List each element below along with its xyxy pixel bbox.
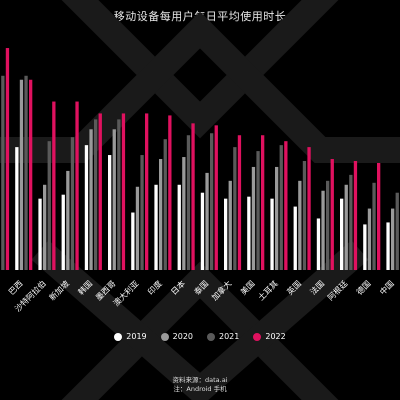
legend-item-2020: 2020	[160, 332, 193, 341]
bar-2020	[344, 184, 348, 270]
bar-2022	[52, 101, 56, 270]
bar-2020	[228, 180, 232, 270]
bar-2020	[251, 166, 256, 270]
legend-swatch-2022	[253, 332, 262, 341]
x-tick-label: 美国	[238, 278, 256, 296]
bar-2021	[279, 145, 283, 270]
bar-2019	[84, 145, 89, 270]
bar-2019	[247, 196, 251, 270]
bar-2022	[29, 79, 33, 270]
x-tick-label: 澳大利亚	[111, 278, 141, 308]
bar-2022	[353, 161, 358, 270]
bar-2021	[186, 135, 191, 270]
bar-2021	[47, 141, 51, 270]
bar-2022	[214, 125, 218, 270]
x-tick-label: 中国	[377, 278, 395, 296]
bar-2020	[135, 186, 140, 270]
bar-2021	[70, 137, 75, 270]
legend-swatch-2019	[114, 332, 123, 341]
bar-2021	[140, 155, 144, 270]
bar-2020	[298, 180, 302, 270]
bar-2021	[233, 147, 237, 270]
bar-2022	[98, 113, 102, 270]
x-tick-label: 巴西	[0, 279, 1, 297]
bar-2022	[307, 147, 311, 270]
bar-2019	[154, 184, 158, 270]
bar-2019	[200, 192, 205, 270]
legend-item-2019: 2019	[114, 332, 147, 341]
chart-legend: 2019 2020 2021 2022	[0, 332, 400, 341]
bar-2019	[108, 155, 112, 270]
legend-item-2022: 2022	[253, 332, 286, 341]
bar-2020	[367, 208, 372, 270]
bar-2022	[237, 135, 242, 270]
bar-2021	[395, 192, 399, 270]
bar-2022	[145, 113, 149, 270]
bar-2022	[261, 135, 265, 270]
source-note: 资料来源：data.ai	[172, 376, 228, 384]
bar-2021	[117, 119, 121, 270]
bar-2021	[1, 75, 5, 270]
bar-2020	[391, 208, 395, 270]
bar-2022	[191, 123, 195, 270]
bar-2021	[302, 161, 307, 270]
bar-2019	[131, 212, 135, 270]
bar-2021	[24, 75, 28, 270]
bar-2021	[372, 182, 376, 270]
legend-label: 2019	[126, 332, 147, 341]
bar-2019	[61, 194, 65, 270]
bar-2019	[340, 198, 344, 270]
bar-2020	[112, 129, 116, 270]
bar-2019	[293, 206, 297, 270]
bar-2021	[349, 174, 353, 270]
bar-2022	[284, 141, 288, 270]
x-tick-label: 德国	[354, 278, 372, 296]
bar-2020	[321, 190, 325, 270]
bar-2019	[38, 198, 42, 270]
bar-2022	[168, 115, 172, 270]
legend-item-2021: 2021	[207, 332, 239, 341]
legend-swatch-2021	[207, 332, 215, 341]
bar-2019	[316, 218, 321, 270]
legend-label: 2021	[219, 332, 240, 341]
bar-2020	[182, 157, 186, 270]
bar-2022	[75, 101, 79, 270]
bar-2021	[326, 180, 330, 270]
x-tick-label: 土耳其	[256, 278, 280, 302]
bar-2022	[377, 162, 381, 270]
legend-label: 2020	[172, 332, 193, 341]
bar-2021	[163, 139, 167, 270]
bar-2019	[386, 222, 390, 270]
bar-2020	[159, 159, 163, 270]
x-tick-label: 巴西	[7, 279, 25, 297]
bar-2021	[94, 119, 98, 270]
bar-2020	[275, 166, 279, 270]
legend-swatch-2020	[160, 332, 169, 341]
footnote: 注：Android 手机	[173, 385, 227, 393]
bar-2022	[330, 159, 334, 270]
bar-2020	[66, 170, 70, 270]
bar-2019	[15, 147, 19, 270]
bar-2019	[270, 198, 274, 270]
bar-2019	[177, 184, 181, 270]
chart-footer: 资料来源：data.ai 注：Android 手机	[0, 376, 400, 394]
bar-2022	[5, 48, 10, 270]
bar-2020	[205, 172, 209, 270]
bar-2022	[121, 113, 126, 270]
bar-2020	[89, 129, 93, 270]
legend-label: 2022	[265, 332, 286, 341]
bar-2020	[43, 184, 47, 270]
bar-2020	[19, 79, 24, 270]
bar-2021	[256, 151, 260, 270]
bar-2019	[363, 224, 367, 270]
bar-2019	[224, 198, 228, 270]
x-tick-label: 印度	[145, 278, 163, 296]
bar-2021	[210, 133, 214, 270]
